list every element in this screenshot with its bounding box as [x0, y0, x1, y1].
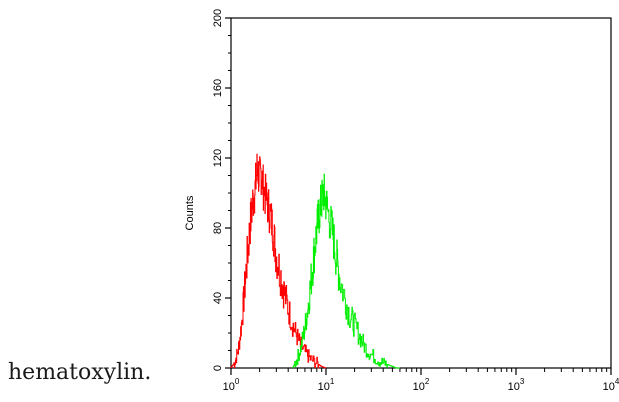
x-tick-label: 103 [508, 377, 525, 393]
y-tick-label: 0 [212, 365, 224, 371]
y-tick-label: 160 [212, 79, 224, 97]
y-tick-label: 40 [212, 292, 224, 304]
x-tick-label: 104 [603, 377, 619, 393]
y-tick-label: 80 [212, 222, 224, 234]
x-axis: 100 101 102 103 104 [223, 368, 619, 393]
series-red-line [231, 154, 326, 368]
series-layer [231, 154, 400, 368]
x-tick-label: 101 [318, 377, 335, 393]
plot-border [231, 18, 611, 368]
series-green-line [293, 174, 400, 368]
x-tick-label: 102 [413, 377, 430, 393]
x-tick-label: 100 [223, 377, 240, 393]
y-axis-label: Counts [184, 195, 196, 230]
y-tick-label: 120 [212, 149, 224, 167]
plot-frame [231, 18, 611, 368]
y-axis: 0 40 80 120 160 200 [212, 9, 231, 371]
y-tick-label: 200 [212, 9, 224, 27]
